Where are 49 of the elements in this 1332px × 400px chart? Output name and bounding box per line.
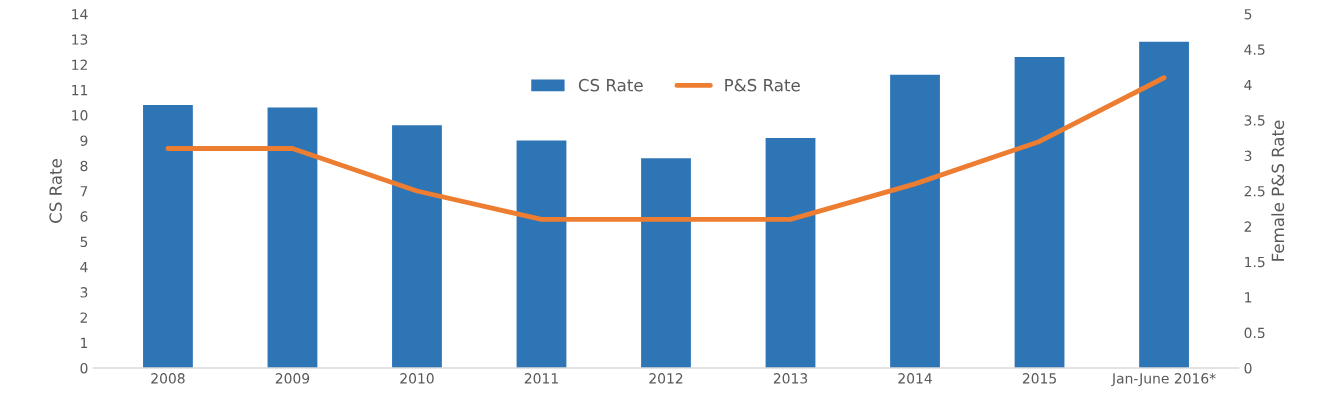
y-tick-label: 13 [72, 34, 88, 45]
y-tick-label: 8 [80, 160, 88, 172]
y-tick-label: 12 [72, 59, 87, 70]
y-tick-label: 14 [72, 9, 88, 20]
y-tick-label: 2 [80, 312, 87, 323]
y-tick-label: 11 [72, 85, 88, 96]
y-tick-label: 5 [80, 236, 88, 248]
y2-tick-label: 1.5 [1245, 256, 1265, 268]
x-tick-label: 2011 [524, 373, 558, 384]
y-tick-label: 1 [81, 337, 88, 348]
x-tick-label: 2010 [400, 373, 434, 384]
y2-axis-title: Female P&S Rate [1271, 120, 1285, 261]
y2-tick-label: 3.5 [1244, 115, 1265, 126]
bar [890, 74, 940, 368]
y-tick-label: 6 [80, 211, 88, 222]
bar [392, 125, 442, 368]
y-tick-label: 10 [72, 110, 88, 121]
y-axis-title: CS Rate [49, 159, 62, 223]
bar [765, 137, 816, 368]
x-tick-label: 2014 [898, 373, 932, 384]
legend-label: P&S Rate [725, 78, 800, 92]
y2-tick-label: 4.5 [1244, 44, 1265, 55]
bar [1014, 56, 1065, 368]
line-series [165, 75, 1167, 222]
y2-tick-label: 3 [1244, 150, 1252, 162]
bar [641, 158, 691, 368]
y-tick-label: 0 [80, 362, 88, 374]
y2-tick-label: 2.5 [1244, 185, 1265, 197]
y2-tick-label: 1 [1245, 292, 1252, 303]
x-tick-label: 2013 [773, 373, 808, 384]
y2-tick-label: 0 [1244, 362, 1252, 374]
bar [143, 105, 193, 368]
y-tick-label: 3 [80, 287, 88, 298]
bar [516, 140, 567, 368]
x-tick-label: 2009 [275, 373, 310, 384]
y2-tick-label: 0.5 [1244, 327, 1265, 339]
legend-label: CS Rate [578, 78, 643, 92]
y2-tick-label: 4 [1244, 79, 1252, 91]
x-tick-label: Jan-June 2016* [1111, 373, 1216, 387]
bar [1139, 41, 1189, 368]
y2-tick-label: 2 [1244, 221, 1252, 232]
y-tick-label: 9 [80, 135, 88, 146]
x-tick-label: 2008 [151, 373, 185, 384]
y-tick-label: 7 [80, 186, 88, 197]
x-tick-label: 2012 [649, 373, 683, 384]
y-tick-label: 4 [80, 262, 88, 273]
x-tick-label: 2015 [1022, 373, 1056, 384]
bar [267, 107, 318, 368]
y2-tick-label: 5 [1244, 9, 1252, 20]
